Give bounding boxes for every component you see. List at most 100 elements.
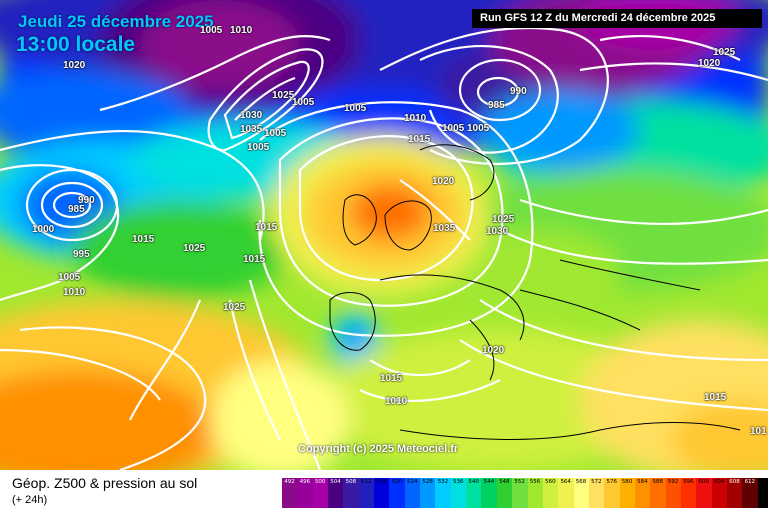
scale-cell: 508 (343, 478, 359, 508)
scale-cell: 516 (374, 478, 390, 508)
scale-label: 532 (437, 479, 449, 485)
pressure-label: 1035 (433, 223, 456, 234)
scale-cell: 576 (604, 478, 620, 508)
pressure-label: 985 (488, 100, 505, 111)
model-run-info: Run GFS 12 Z du Mercredi 24 décembre 202… (472, 9, 762, 28)
scale-label: 584 (637, 479, 648, 485)
pressure-label: 1025 (223, 302, 246, 313)
scale-cell: 520 (389, 478, 405, 508)
scale-label: 504 (330, 479, 341, 485)
scale-cell: 600 (696, 478, 712, 508)
pressure-label: 1030 (240, 110, 263, 121)
pressure-label: 1005 (264, 128, 287, 139)
scale-cell: 592 (665, 478, 681, 508)
pressure-label: 1010 (230, 25, 253, 36)
pressure-label: 1025 (492, 214, 515, 225)
scale-cell: 544 (481, 478, 497, 508)
scale-cell: 584 (634, 478, 651, 508)
pressure-label: 1000 (32, 224, 55, 235)
scale-cell: 496 (297, 478, 313, 508)
pressure-label: 1010 (385, 396, 408, 407)
copyright-notice: Copyright (c) 2025 Meteociel.fr (298, 443, 459, 455)
pressure-label: 990 (510, 86, 527, 97)
legend-subtitle: (+ 24h) (12, 494, 48, 506)
pressure-label: 1015 (255, 222, 278, 233)
pressure-label: 1015 (132, 234, 155, 245)
scale-label: 600 (698, 479, 710, 485)
pressure-label: 1005 (467, 123, 490, 134)
scale-label: 556 (529, 479, 541, 485)
scale-cell: 560 (542, 478, 559, 508)
scale-label: 576 (606, 479, 617, 485)
color-scale: 492 496 500 504 508 512 516 520 524 528 532 536 540 5… (282, 478, 768, 508)
scale-label: 524 (407, 479, 418, 485)
scale-label: 528 (422, 479, 433, 485)
pressure-label: 1020 (698, 58, 721, 69)
scale-cell: 568 (573, 478, 589, 508)
scale-cell: 572 (588, 478, 605, 508)
scale-cell: 596 (680, 478, 697, 508)
scale-cell: 612 (742, 478, 758, 508)
scale-cell: 540 (466, 478, 482, 508)
pressure-label: 1020 (482, 345, 505, 356)
scale-label: 572 (591, 479, 602, 485)
scale-cell: 564 (558, 478, 574, 508)
scale-label: 596 (683, 479, 694, 485)
pressure-label: 1025 (272, 90, 295, 101)
scale-cell: 528 (420, 478, 436, 508)
legend-title: Géop. Z500 & pression au sol (12, 475, 198, 491)
pressure-label: 1005 (58, 272, 81, 283)
scale-label: 580 (621, 479, 633, 485)
scale-cell: 524 (404, 478, 421, 508)
pressure-label: 1020 (63, 60, 86, 71)
pressure-label: 1030 (486, 226, 509, 237)
scale-label: 500 (314, 479, 326, 485)
pressure-label: 1015 (704, 392, 727, 403)
pressure-label: 1015 (243, 254, 266, 265)
pressure-label: 1010 (404, 113, 427, 124)
scale-label: 540 (468, 479, 479, 485)
scale-label: 560 (545, 479, 556, 485)
scale-cell: 552 (512, 478, 528, 508)
scale-label: 588 (652, 479, 664, 485)
scale-label: 568 (575, 479, 587, 485)
scale-label: 536 (453, 479, 464, 485)
scale-cell (757, 478, 768, 508)
scale-cell: 504 (328, 478, 344, 508)
scale-label: 548 (499, 479, 510, 485)
isobar-lines (0, 26, 768, 470)
pressure-label: 1005 (200, 25, 223, 36)
pressure-label: 1020 (432, 176, 455, 187)
pressure-label: 1015 (380, 373, 403, 384)
scale-label: 520 (391, 479, 403, 485)
pressure-label: 1025 (713, 47, 736, 58)
pressure-label: 1015 (408, 134, 431, 145)
scale-cell: 556 (527, 478, 543, 508)
scale-cell: 492 (282, 478, 298, 508)
scale-label: 492 (284, 479, 295, 485)
scale-label: 508 (345, 479, 357, 485)
scale-label: 608 (729, 479, 740, 485)
z500-field-map (0, 0, 768, 470)
forecast-time-title: 13:00 locale (16, 33, 136, 56)
scale-cell: 580 (619, 478, 635, 508)
scale-cell: 548 (496, 478, 513, 508)
scale-cell: 512 (358, 478, 375, 508)
scale-label: 564 (560, 479, 571, 485)
scale-cell: 532 (435, 478, 451, 508)
pressure-label: 1025 (183, 243, 206, 254)
scale-cell: 608 (726, 478, 743, 508)
pressure-label: 1005 (344, 103, 367, 114)
scale-cell: 588 (650, 478, 666, 508)
forecast-date-title: Jeudi 25 décembre 2025 (18, 12, 214, 31)
pressure-label: 995 (73, 249, 90, 260)
scale-cell: 536 (450, 478, 467, 508)
scale-label: 516 (376, 479, 387, 485)
pressure-label: 1005 (247, 142, 270, 153)
legend-panel: Géop. Z500 & pression au sol (+ 24h) 492… (0, 470, 768, 512)
scale-label: 496 (299, 479, 311, 485)
scale-label: 552 (514, 479, 525, 485)
pressure-label: 1010 (63, 287, 86, 298)
scale-label: 604 (713, 479, 725, 485)
pressure-label: 1035 (240, 124, 263, 135)
